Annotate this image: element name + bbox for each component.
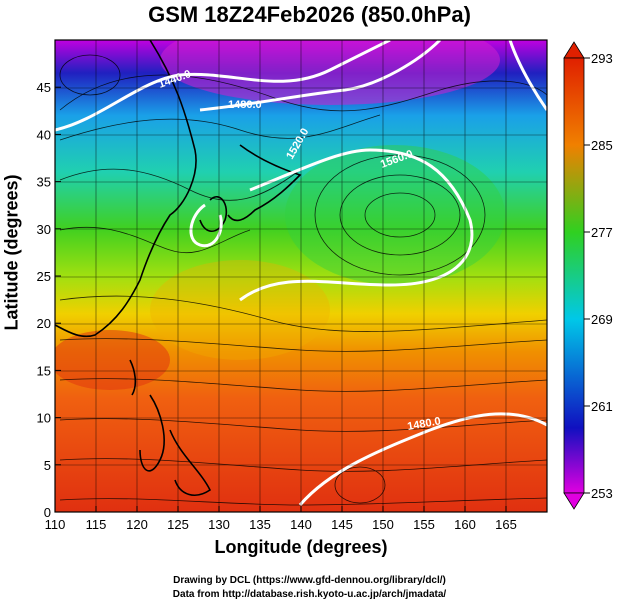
colorbar-tick-label: 277 xyxy=(591,225,613,240)
x-tick-label: 125 xyxy=(167,517,189,532)
colorbar-tick-label: 253 xyxy=(591,486,613,501)
x-tick-label: 145 xyxy=(331,517,353,532)
contour-label: 1480.0 xyxy=(406,415,441,433)
cold-region xyxy=(160,40,500,105)
colorbar-bar xyxy=(563,57,585,494)
colorbar-top-arrow xyxy=(563,41,585,59)
x-tick-label: 110 xyxy=(45,517,66,532)
y-tick-label: 25 xyxy=(37,269,51,284)
colorbar-tick-label: 293 xyxy=(591,51,613,66)
colorbar-tick-label: 269 xyxy=(591,312,613,327)
y-tick-label: 0 xyxy=(44,505,51,520)
y-tick-label: 30 xyxy=(37,222,51,237)
x-axis-label: Longitude (degrees) xyxy=(214,537,388,557)
x-tick-label: 135 xyxy=(249,517,271,532)
y-tick-label: 20 xyxy=(37,316,51,331)
x-tick-label: 120 xyxy=(126,517,148,532)
y-tick-label: 40 xyxy=(37,127,51,142)
height-contours xyxy=(55,40,547,506)
contour-label: 1480.0 xyxy=(228,99,262,111)
credit-drawing: Drawing by DCL (https://www.gfd-dennou.o… xyxy=(173,575,446,586)
y-axis-ticks: 0 5 10 15 20 25 30 35 40 45 xyxy=(37,80,61,520)
x-tick-label: 130 xyxy=(208,517,230,532)
credit-data: Data from http://database.rish.kyoto-u.a… xyxy=(172,589,447,600)
y-axis-label: Latitude (degrees) xyxy=(1,174,22,331)
y-tick-label: 35 xyxy=(37,175,51,190)
x-tick-label: 140 xyxy=(290,517,312,532)
colorbar-tick-label: 285 xyxy=(591,138,613,153)
x-tick-label: 155 xyxy=(413,517,435,532)
x-axis-ticks: 110 115 120 125 130 135 140 145 150 155 160 165 xyxy=(45,506,517,532)
x-tick-label: 160 xyxy=(454,517,476,532)
grid xyxy=(55,40,547,512)
colorbar xyxy=(563,41,585,510)
x-tick-label: 165 xyxy=(495,517,517,532)
y-tick-label: 5 xyxy=(44,458,51,473)
y-tick-label: 10 xyxy=(37,411,51,426)
x-tick-label: 115 xyxy=(86,517,107,532)
colorbar-tick-label: 261 xyxy=(591,399,613,414)
colorbar-ticks: 253 261 269 277 285 293 xyxy=(584,51,613,501)
chart-title: GSM 18Z24Feb2026 (850.0hPa) xyxy=(148,2,471,27)
x-tick-label: 150 xyxy=(372,517,394,532)
map-plot: 1440.0 1480.0 1520.0 1560.0 1480.0 110 11… xyxy=(37,39,613,532)
colorbar-bottom-arrow xyxy=(563,492,585,510)
y-tick-label: 15 xyxy=(37,363,51,378)
y-tick-label: 45 xyxy=(37,80,51,95)
